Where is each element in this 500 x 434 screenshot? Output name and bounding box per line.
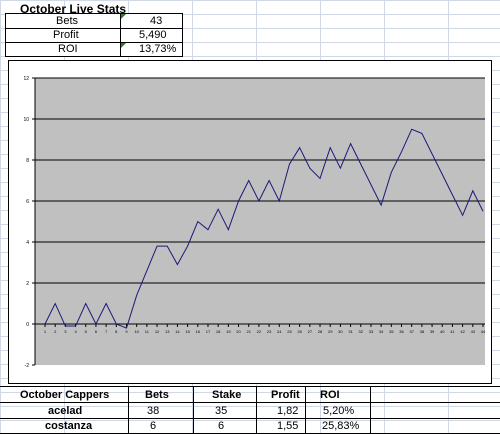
y-tick-label: 0 (26, 322, 29, 328)
gridlines (35, 77, 485, 284)
x-tick-label: 28 (318, 329, 323, 334)
x-tick-label: 10 (134, 329, 139, 334)
x-axis: 1 2 3 4 5 6 7 8 9 10 11 12 13 14 15 16 17 18 19 20 21 22 23 24 2… (35, 323, 486, 334)
x-tick-label: 41 (450, 329, 455, 334)
x-tick-label: 16 (196, 329, 201, 334)
x-tick-label: 19 (226, 329, 231, 334)
stats-label-roi: ROI (58, 43, 78, 55)
x-tick-label: 26 (297, 329, 302, 334)
cappers-header-profit: Profit (271, 389, 300, 401)
x-tick-label: 37 (409, 329, 414, 334)
y-tick-labels: -2 0 2 4 6 8 10 12 (23, 76, 35, 369)
x-tick-label: 4 (74, 329, 77, 334)
x-tick-label: 40 (440, 329, 445, 334)
y-tick-label: 2 (26, 281, 29, 287)
capper-bets[interactable]: 6 (150, 420, 157, 432)
capper-row: acelad 38 35 1,82 5,20% (0, 404, 500, 418)
x-tick-label: 32 (359, 329, 364, 334)
y-tick-label: 8 (26, 158, 29, 164)
y-tick-label: 10 (23, 117, 29, 123)
capper-roi[interactable]: 25,83% (322, 420, 360, 432)
x-tick-label: 12 (155, 329, 160, 334)
x-tick-label: 29 (328, 329, 333, 334)
x-tick-label: 27 (308, 329, 313, 334)
x-tick-label: 6 (95, 329, 98, 334)
stats-value-profit[interactable]: 5,490 (139, 29, 167, 41)
x-tick-label: 14 (175, 329, 180, 334)
x-tick-label: 42 (460, 329, 465, 334)
x-tick-label: 22 (257, 329, 262, 334)
x-tick-label: 7 (105, 329, 108, 334)
cappers-header-stake: Stake (212, 389, 242, 401)
capper-row: costanza 6 6 1,55 25,83% (0, 419, 500, 433)
x-tick-label: 38 (420, 329, 425, 334)
capper-stake[interactable]: 6 (218, 420, 225, 432)
x-tick-label: 21 (246, 329, 251, 334)
y-tick-label: 6 (26, 199, 29, 205)
x-tick-label: 18 (216, 329, 221, 334)
x-tick-label: 35 (389, 329, 394, 334)
stats-value-bets[interactable]: 43 (150, 15, 163, 27)
x-tick-label: 25 (287, 329, 292, 334)
cappers-header-bets: Bets (145, 389, 169, 401)
x-tick-label: 24 (277, 329, 282, 334)
x-tick-label: 43 (471, 329, 476, 334)
capper-stake[interactable]: 35 (215, 405, 228, 417)
stats-table: Bets 43 Profit 5,490 ROI 13,73% (5, 13, 183, 57)
x-tick-label: 2 (54, 329, 57, 334)
x-tick-label: 9 (125, 329, 128, 334)
series-line (44, 128, 484, 329)
stats-label-profit: Profit (53, 29, 79, 41)
x-tick-label: 44 (481, 329, 486, 334)
capper-profit[interactable]: 1,82 (277, 405, 299, 417)
stats-title: October Live Stats (20, 2, 127, 16)
x-tick-label: 13 (165, 329, 170, 334)
capper-name[interactable]: costanza (45, 420, 93, 432)
x-tick-label: 5 (85, 329, 88, 334)
capper-name[interactable]: acelad (48, 405, 83, 417)
cappers-header-name: October Cappers (20, 389, 110, 401)
stats-label-bets: Bets (56, 15, 79, 27)
x-tick-label: 15 (185, 329, 190, 334)
y-tick-label: 4 (26, 240, 29, 246)
x-tick-label: 23 (267, 329, 272, 334)
capper-profit[interactable]: 1,55 (277, 420, 299, 432)
x-tick-label: 8 (115, 329, 118, 334)
x-tick-label: 36 (399, 329, 404, 334)
capper-roi[interactable]: 5,20% (323, 405, 355, 417)
y-tick-label: -2 (25, 363, 30, 369)
x-tick-label: 11 (145, 329, 150, 334)
x-tick-label: 30 (338, 329, 343, 334)
x-tick-label: 20 (236, 329, 241, 334)
x-tick-label: 1 (44, 329, 47, 334)
cappers-header-roi: ROI (320, 389, 340, 401)
capper-bets[interactable]: 38 (147, 405, 160, 417)
x-tick-label: 39 (430, 329, 435, 334)
x-tick-label: 34 (379, 329, 384, 334)
x-tick-label: 33 (369, 329, 374, 334)
x-tick-label: 31 (348, 329, 353, 334)
chart-object[interactable]: -2 0 2 4 6 8 10 12 1 2 3 4 5 6 7 8 9 10 11 12 13 14 15 16 17 18 1… (8, 60, 492, 384)
stats-value-roi[interactable]: 13,73% (139, 43, 177, 55)
cappers-header-row: October Cappers Bets Stake Profit ROI (0, 388, 500, 402)
x-tick-label: 3 (64, 329, 67, 334)
plot-area (35, 78, 485, 365)
y-tick-label: 12 (23, 76, 29, 82)
x-tick-label: 17 (206, 329, 211, 334)
